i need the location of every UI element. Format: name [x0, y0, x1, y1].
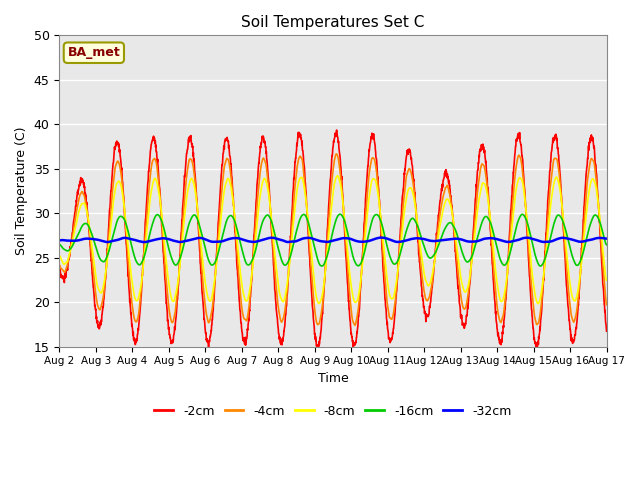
-2cm — [361, 206, 369, 212]
-4cm — [555, 167, 563, 172]
-8cm — [570, 298, 578, 303]
Title: Soil Temperatures Set C: Soil Temperatures Set C — [241, 15, 424, 30]
Text: BA_met: BA_met — [67, 46, 120, 59]
-2cm — [313, 346, 321, 352]
-8cm — [208, 294, 216, 300]
-16cm — [349, 253, 356, 259]
-32cm — [603, 236, 611, 241]
Line: -2cm: -2cm — [60, 130, 607, 349]
-32cm — [208, 239, 216, 245]
-16cm — [570, 258, 578, 264]
-4cm — [351, 323, 359, 328]
X-axis label: Time: Time — [317, 372, 348, 385]
-16cm — [56, 241, 63, 247]
-32cm — [349, 237, 356, 242]
-16cm — [536, 263, 544, 269]
-32cm — [361, 239, 369, 244]
-4cm — [570, 319, 578, 325]
Legend: -2cm, -4cm, -8cm, -16cm, -32cm: -2cm, -4cm, -8cm, -16cm, -32cm — [149, 400, 516, 423]
-8cm — [56, 252, 63, 258]
-2cm — [208, 322, 216, 327]
-32cm — [570, 237, 578, 243]
-8cm — [349, 293, 356, 299]
-4cm — [208, 308, 216, 313]
-16cm — [208, 262, 216, 268]
-4cm — [349, 318, 356, 324]
-4cm — [361, 223, 369, 228]
-4cm — [333, 151, 340, 156]
Line: -4cm: -4cm — [60, 154, 607, 325]
-8cm — [361, 238, 369, 244]
-2cm — [555, 152, 563, 158]
-2cm — [492, 319, 500, 324]
-16cm — [603, 242, 611, 248]
-16cm — [361, 248, 369, 254]
Y-axis label: Soil Temperature (C): Soil Temperature (C) — [15, 127, 28, 255]
-8cm — [334, 173, 342, 179]
-2cm — [56, 265, 63, 271]
-2cm — [333, 127, 340, 133]
-8cm — [603, 277, 611, 283]
-16cm — [492, 241, 500, 247]
-8cm — [555, 180, 563, 186]
-16cm — [555, 212, 563, 218]
-8cm — [534, 301, 542, 307]
Line: -16cm: -16cm — [60, 214, 607, 266]
-32cm — [140, 239, 148, 245]
-4cm — [603, 302, 611, 308]
-2cm — [349, 344, 357, 350]
-32cm — [56, 238, 63, 243]
-4cm — [492, 296, 500, 302]
Line: -32cm: -32cm — [60, 238, 607, 242]
-32cm — [555, 236, 563, 241]
-16cm — [336, 211, 344, 217]
Line: -8cm: -8cm — [60, 176, 607, 304]
-2cm — [603, 328, 611, 334]
-32cm — [378, 235, 385, 240]
-2cm — [570, 337, 578, 343]
-8cm — [492, 272, 500, 277]
-32cm — [492, 236, 500, 242]
-4cm — [56, 262, 63, 268]
